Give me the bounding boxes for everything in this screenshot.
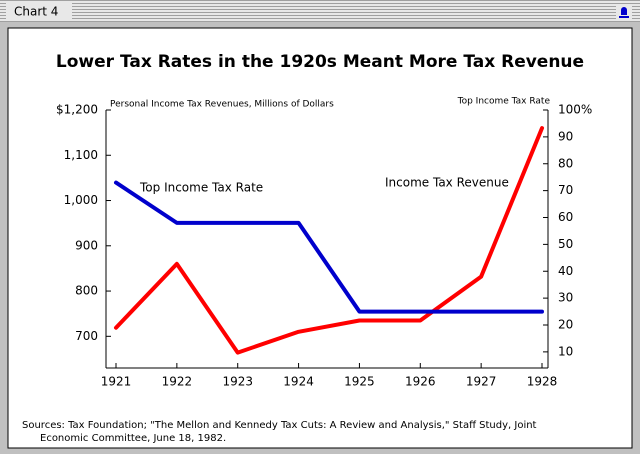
x-tick-label: 1924 — [283, 375, 314, 389]
y2-tick-label: 100% — [558, 103, 592, 117]
y2-tick-label: 60 — [558, 210, 573, 224]
title-bar — [0, 0, 640, 22]
window-title: Chart 4 — [14, 5, 58, 19]
x-tick-label: 1923 — [222, 375, 253, 389]
y2-tick-label: 10 — [558, 344, 573, 358]
y2-tick-label: 90 — [558, 129, 573, 143]
x-tick-label: 1926 — [405, 375, 436, 389]
y-tick-label: $1,200 — [56, 103, 98, 117]
y-tick-label: 800 — [75, 284, 98, 298]
y2-tick-label: 40 — [558, 264, 573, 278]
y-tick-label: 1,000 — [64, 193, 98, 207]
y2-tick-label: 50 — [558, 237, 573, 251]
series-label: Income Tax Revenue — [385, 176, 509, 190]
source-line: Sources: Tax Foundation; "The Mellon and… — [22, 420, 537, 431]
y2-tick-label: 80 — [558, 156, 573, 170]
y-tick-label: 900 — [75, 238, 98, 252]
bell-icon[interactable] — [619, 7, 629, 18]
y-tick-label: 700 — [75, 329, 98, 343]
y2-tick-label: 70 — [558, 183, 573, 197]
x-tick-label: 1921 — [101, 375, 132, 389]
y-axis-label: Personal Income Tax Revenues, Millions o… — [110, 100, 334, 110]
y-tick-label: 1,100 — [64, 148, 98, 162]
x-tick-label: 1925 — [344, 375, 375, 389]
line-series — [114, 126, 544, 355]
tab — [6, 3, 72, 19]
series-label: Top Income Tax Rate — [139, 181, 263, 195]
chart-title: Lower Tax Rates in the 1920s Meant More … — [56, 52, 584, 72]
y2-tick-label: 20 — [558, 318, 573, 332]
x-tick-label: 1922 — [162, 375, 193, 389]
x-tick-label: 1927 — [466, 375, 497, 389]
source-line: Economic Committee, June 18, 1982. — [40, 433, 226, 444]
line-series — [114, 180, 544, 314]
y2-axis-label: Top Income Tax Rate — [457, 97, 551, 107]
chart-panel — [7, 27, 633, 449]
x-tick-label: 1928 — [527, 375, 558, 389]
y2-tick-label: 30 — [558, 291, 573, 305]
